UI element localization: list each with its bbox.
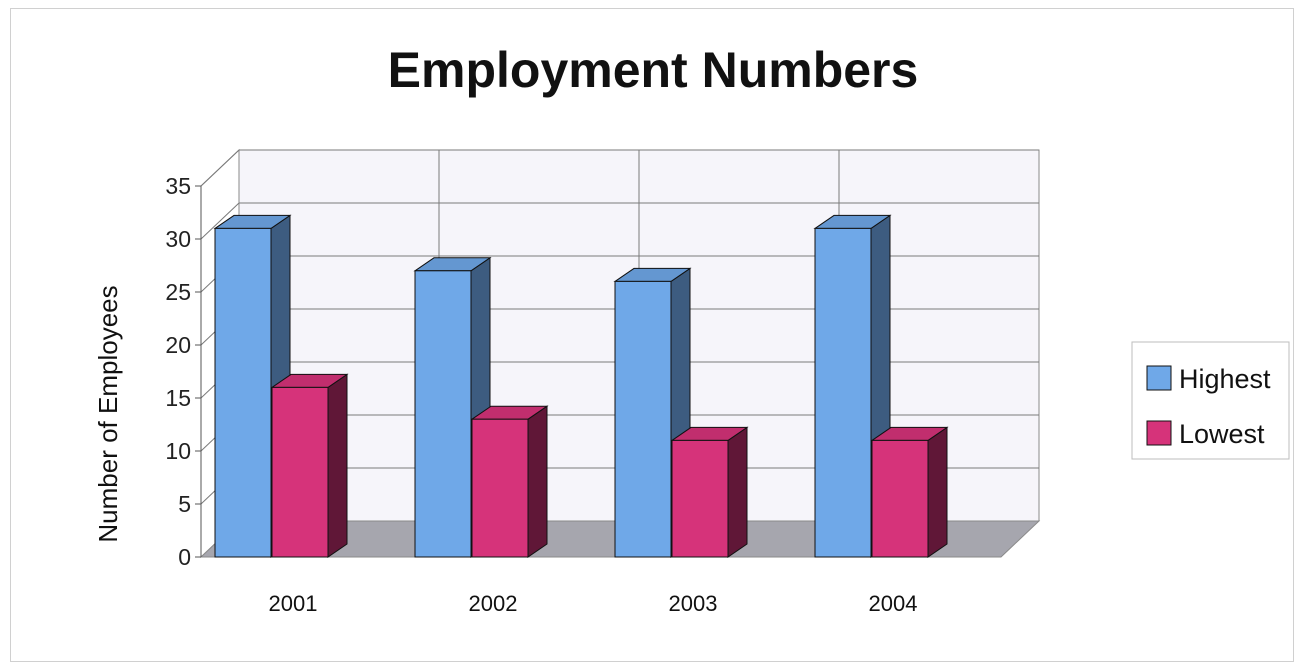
chart-title: Employment Numbers [388,42,919,98]
bar-front [871,439,929,558]
bar-lowest-2004 [870,426,949,558]
x-tick-label-2003: 2003 [669,591,718,616]
bar-front [414,270,472,558]
bar-front [814,227,872,558]
bar-front [214,227,272,558]
y-axis-ticks: 0 5 10 15 20 25 30 35 [165,173,201,570]
y-tick-label: 20 [165,332,191,358]
bar-front [271,386,329,558]
bar-highest-2002 [413,256,492,558]
x-tick-label-2002: 2002 [469,591,518,616]
gridline-side [200,149,240,187]
legend-label-lowest: Lowest [1179,419,1265,449]
x-axis-categories: 2001 2002 2003 2004 [269,591,918,616]
y-tick-label: 10 [165,438,191,464]
y-tick-label: 35 [165,173,191,199]
bar-lowest-2002 [470,405,549,558]
legend-label-highest: Highest [1179,364,1271,394]
legend-swatch-lowest [1146,420,1172,446]
bar-side [927,426,948,558]
y-tick-label: 5 [178,491,191,517]
bar-side [527,405,548,558]
y-tick-label: 15 [165,385,191,411]
bar-front [671,439,729,558]
chart-bars [213,214,949,558]
x-tick-label-2004: 2004 [869,591,918,616]
y-tick-label: 30 [165,226,191,252]
legend-swatch-highest [1146,365,1172,391]
chart-legend: Highest Lowest [1131,341,1290,460]
gridline-side [200,202,240,240]
y-axis-label: Number of Employees [93,285,123,542]
y-tick-label: 25 [165,279,191,305]
bar-highest-2001 [213,214,292,558]
bar-side [727,426,748,558]
bar-side [327,373,348,558]
bar-lowest-2003 [670,426,749,558]
x-tick-label-2001: 2001 [269,591,318,616]
chart-frame: Employment Numbers 0 5 10 15 20 25 30 35 2001 20… [10,8,1294,662]
bar-lowest-2001 [270,373,349,558]
bar-front [471,418,529,558]
y-tick-label: 0 [178,544,191,570]
bar-front [614,280,672,558]
